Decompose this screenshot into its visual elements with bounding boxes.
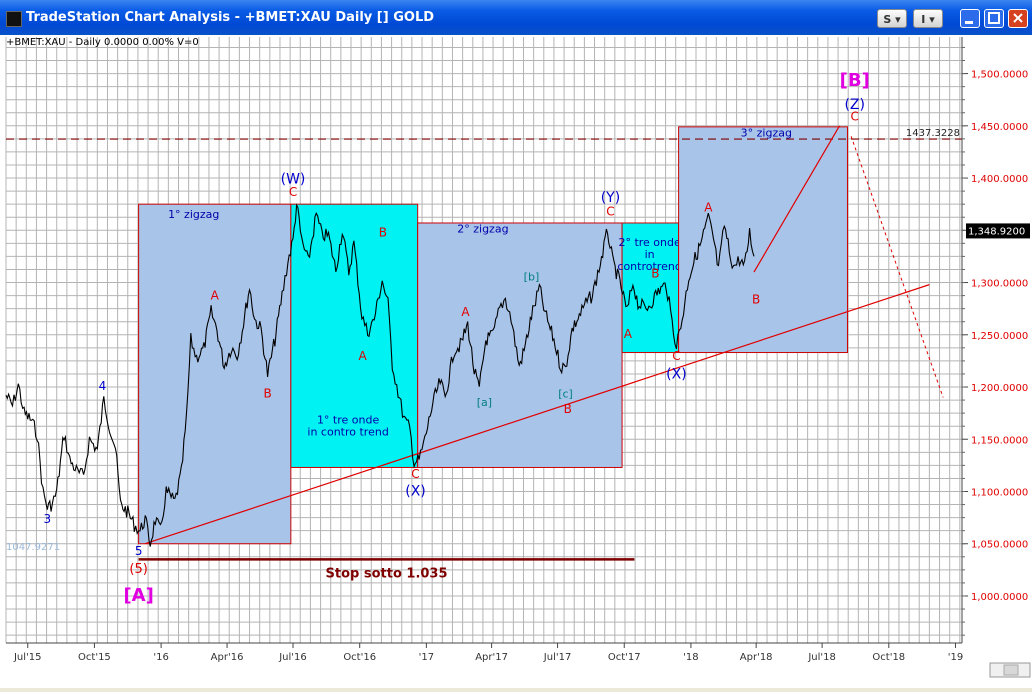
window-title: TradeStation Chart Analysis - +BMET:XAU … xyxy=(26,10,435,25)
wave-label: (Y) xyxy=(601,190,620,206)
close-icon xyxy=(1013,13,1023,23)
i-button[interactable]: I ▾ xyxy=(913,9,943,28)
s-button[interactable]: S ▾ xyxy=(877,9,907,28)
wave-label: C xyxy=(672,349,680,363)
y-tick-label: 1,250.0000 xyxy=(971,331,1028,342)
x-tick-label: Apr'16 xyxy=(211,652,244,663)
x-tick-label: '18 xyxy=(683,652,698,663)
support-trendline xyxy=(144,284,930,545)
x-tick-label: Apr'18 xyxy=(740,652,773,663)
wave-box-label: 1° tre onde in contro trend xyxy=(307,414,388,439)
minimize-button[interactable] xyxy=(960,9,980,28)
wave-label: C xyxy=(411,467,419,481)
i-button-label: I xyxy=(921,13,926,26)
scrollbar-thumb xyxy=(1003,664,1019,676)
wave-label: B xyxy=(379,226,387,240)
minimize-icon xyxy=(965,21,973,24)
wave-label: [B] xyxy=(840,70,870,91)
wave-label: [c] xyxy=(558,387,573,400)
y-tick-label: 1,450.0000 xyxy=(971,122,1028,133)
wave-boxes: 1° zigzag 1° tre onde in contro trend 2° zi… xyxy=(138,126,848,545)
x-tick-label: Jul'17 xyxy=(543,652,572,663)
wave-label: A xyxy=(461,305,470,319)
wave-label: B xyxy=(752,292,760,306)
wave-label: A xyxy=(624,327,633,341)
wave-label: C xyxy=(606,205,614,219)
wave-label: 5 xyxy=(135,544,143,558)
wave-label: B xyxy=(264,386,272,400)
x-tick-label: Jul'18 xyxy=(807,652,836,663)
wave-label: 4 xyxy=(99,379,107,393)
x-tick-label: Jul'16 xyxy=(278,652,307,663)
wave-box xyxy=(417,222,623,468)
price-chart[interactable]: 1° zigzag 1° tre onde in contro trend 2° zi… xyxy=(0,35,1032,688)
wave-box xyxy=(678,126,848,354)
x-tick-label: Oct'18 xyxy=(872,652,905,663)
wave-label: (X) xyxy=(405,484,426,500)
wave-label: A xyxy=(358,349,367,363)
chart-title: +BMET:XAU - Daily 0.0000 0.00% V=0 xyxy=(6,37,199,48)
wave-label: [a] xyxy=(477,396,492,409)
resistance-label: 1437.3228 xyxy=(906,128,960,139)
y-tick-label: 1,000.0000 xyxy=(971,592,1028,603)
price-line xyxy=(5,203,755,547)
projection-line xyxy=(753,125,841,273)
wave-label: (5) xyxy=(129,562,147,577)
y-tick-label: 1,500.0000 xyxy=(971,70,1028,81)
left-price-label: 1047.9271 xyxy=(6,542,60,553)
wave-label: B xyxy=(564,402,572,416)
y-tick-label: 1,050.0000 xyxy=(971,540,1028,551)
axes: 1,000.0000 1,050.0000 1,100.0000 1,150.0000… xyxy=(6,37,1031,678)
wave-box xyxy=(621,222,680,354)
x-tick-label: '19 xyxy=(948,652,963,663)
x-tick-label: '17 xyxy=(419,652,434,663)
s-button-label: S xyxy=(883,13,892,26)
y-tick-label: 1,300.0000 xyxy=(971,279,1028,290)
wave-label: B xyxy=(651,266,659,280)
x-tick-label: '16 xyxy=(153,652,168,663)
app-icon[interactable] xyxy=(6,11,22,27)
close-button[interactable] xyxy=(1008,9,1028,28)
wave-labels: 435(5)[A]ABC(W)BAC(X)A[a][b][c]BC(Y)ABC(… xyxy=(43,70,869,606)
wave-label: C xyxy=(851,110,859,124)
maximize-icon xyxy=(988,12,1000,24)
title-bar[interactable]: TradeStation Chart Analysis - +BMET:XAU … xyxy=(0,0,1032,35)
wave-label: 3 xyxy=(43,512,51,526)
annotation-lines: 1437.3228 Stop sotto 1.035 xyxy=(6,125,962,581)
wave-label: [b] xyxy=(524,270,540,283)
wave-label: C xyxy=(289,185,297,199)
wave-label: (Z) xyxy=(844,97,865,113)
wave-box xyxy=(138,203,292,545)
x-tick-label: Oct'16 xyxy=(343,652,376,663)
y-tick-label: 1,150.0000 xyxy=(971,435,1028,446)
projection-dotted-line xyxy=(850,136,944,398)
wave-label: (W) xyxy=(281,171,306,187)
wave-label: A xyxy=(704,200,713,214)
last-price-label: 1,348.9200 xyxy=(968,226,1025,237)
x-tick-label: Oct'15 xyxy=(78,652,111,663)
y-tick-label: 1,200.0000 xyxy=(971,383,1028,394)
price-series xyxy=(5,203,755,547)
wave-label: [A] xyxy=(123,585,153,606)
wave-box-label: 2° zigzag xyxy=(457,222,508,235)
x-tick-label: Apr'17 xyxy=(475,652,508,663)
wave-box-label: 2° tre onde in controtrend xyxy=(617,236,681,273)
wave-box-label: 1° zigzag xyxy=(168,208,219,221)
wave-label: A xyxy=(211,288,220,302)
x-tick-label: Jul'15 xyxy=(13,652,42,663)
y-tick-label: 1,400.0000 xyxy=(971,174,1028,185)
maximize-button[interactable] xyxy=(984,9,1004,28)
last-price-flag xyxy=(966,223,1030,239)
wave-label: (X) xyxy=(666,367,687,383)
x-tick-label: Oct'17 xyxy=(608,652,641,663)
stop-label: Stop sotto 1.035 xyxy=(326,566,448,581)
chart-area[interactable]: 1° zigzag 1° tre onde in contro trend 2° zi… xyxy=(0,35,1032,688)
y-tick-label: 1,100.0000 xyxy=(971,488,1028,499)
wave-box-label: 3° zigzag xyxy=(741,126,792,139)
